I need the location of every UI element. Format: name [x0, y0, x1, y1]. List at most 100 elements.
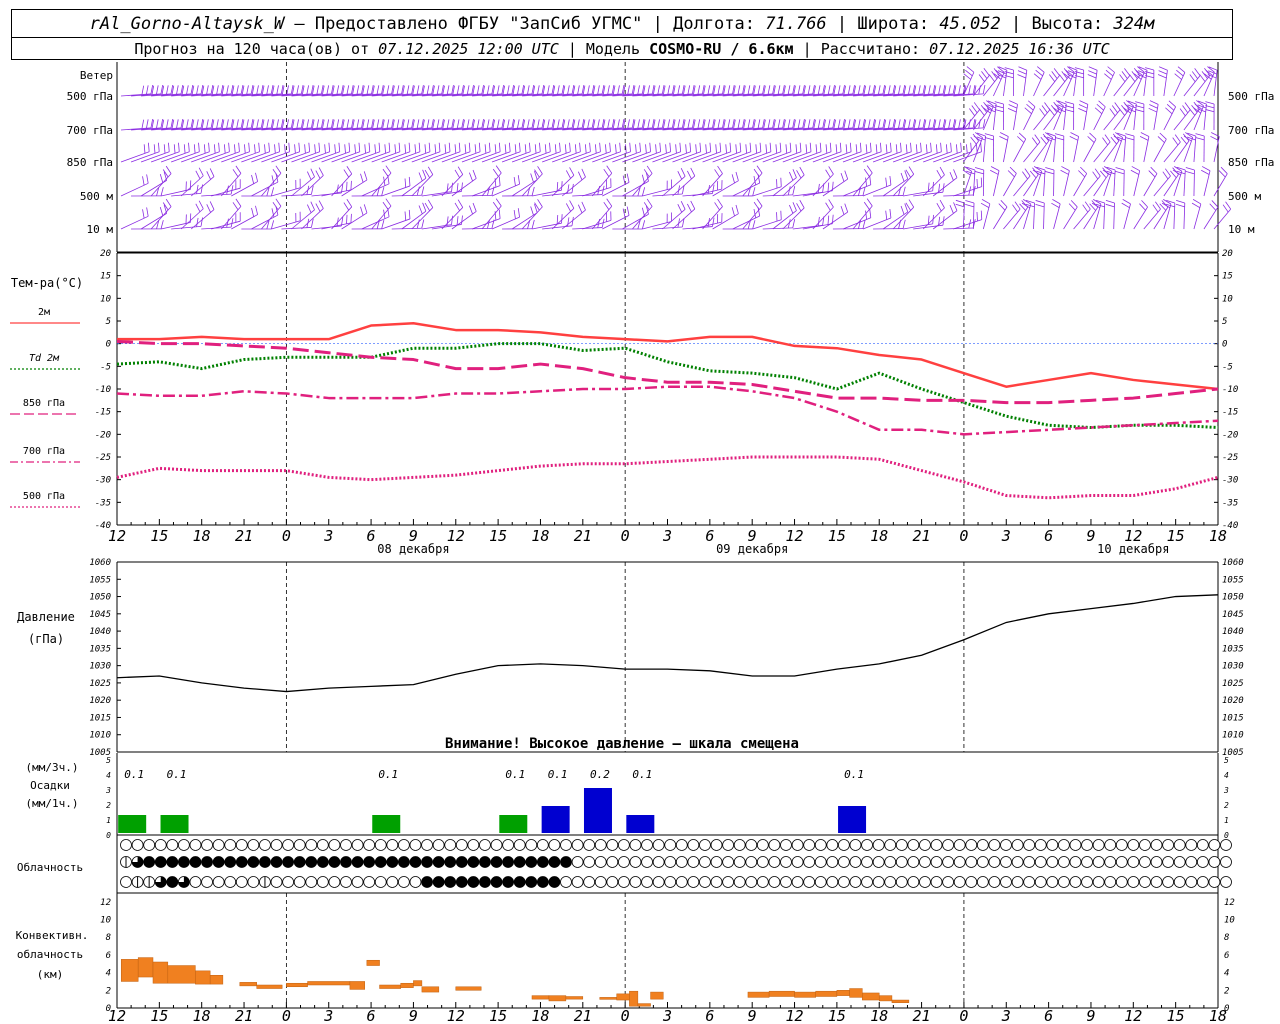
precip-value-label: 0.1	[505, 768, 525, 781]
wind-level-label-right: 10 м	[1228, 223, 1255, 236]
wind-barb-flag	[348, 142, 351, 152]
cloud-symbol	[1000, 856, 1012, 868]
wind-barb	[461, 194, 492, 197]
wind-barb	[441, 151, 471, 163]
wind-barb-flag	[828, 199, 834, 208]
wind-barb-flag	[796, 203, 802, 212]
wind-barb-flag	[807, 119, 811, 129]
wind-barb	[1123, 75, 1141, 97]
wind-barb	[271, 187, 301, 197]
cloud-symbol	[1185, 876, 1198, 888]
wind-barb	[742, 127, 773, 131]
wind-barb-flag	[942, 118, 946, 128]
wind-barb-flag	[286, 85, 289, 95]
wind-barb	[321, 222, 352, 230]
cloud-symbol	[606, 839, 619, 851]
wind-barb-flag	[534, 203, 538, 213]
wind-barb-flag	[1161, 202, 1171, 209]
wind-barb	[411, 174, 434, 197]
wind-barb-flag	[677, 85, 681, 95]
wind-barb-flag	[1105, 203, 1115, 208]
wind-barb-flag	[418, 142, 421, 152]
wind-barb-flag	[939, 199, 945, 209]
wind-barb	[1103, 171, 1113, 197]
wind-barb-flag	[987, 104, 996, 109]
convective-box	[794, 991, 816, 998]
wind-barb-flag	[632, 85, 636, 95]
wind-barb-flag	[868, 119, 871, 129]
wind-barb-flag	[456, 216, 459, 226]
cloud-symbol	[745, 876, 758, 888]
wind-barb-flag	[371, 84, 374, 94]
wind-barb-flag	[646, 198, 653, 207]
wind-barb-flag	[994, 101, 1004, 105]
cloud-symbol	[363, 856, 376, 868]
wind-barb	[391, 127, 422, 131]
precip-value-label: 0.1	[167, 768, 187, 781]
wind-barb-flag	[1197, 108, 1206, 113]
cloud-symbol	[1023, 856, 1036, 868]
wind-barb-flag	[635, 144, 637, 154]
wind-barb-flag	[938, 85, 941, 95]
wind-barb	[752, 151, 782, 163]
wind-barb	[251, 151, 280, 163]
wind-barb-flag	[577, 204, 583, 214]
wind-barb-flag	[753, 85, 756, 95]
wind-barb	[491, 127, 522, 131]
wind-barb	[341, 151, 370, 163]
wind-barb-flag	[822, 118, 825, 128]
wind-barb-flag	[662, 85, 666, 95]
temp-y-tick-right: -15	[1222, 408, 1238, 418]
wind-barb-flag	[331, 84, 334, 94]
wind-barb	[873, 93, 904, 97]
wind-barb	[532, 189, 562, 197]
wind-barb-flag	[208, 142, 210, 152]
wind-barb-flag	[1194, 68, 1201, 76]
wind-barb-flag	[702, 118, 705, 128]
conv-y-tick: 6	[106, 951, 111, 961]
wind-barb-flag	[699, 142, 702, 152]
wind-barb	[1183, 75, 1201, 97]
wind-barb-flag	[1008, 104, 1018, 109]
cloud-symbol	[305, 839, 318, 851]
wind-barb-flag	[712, 217, 715, 227]
precip-y-tick-right: 1	[1224, 816, 1229, 825]
wind-barb-flag	[918, 119, 921, 129]
wind-barb-flag	[376, 119, 380, 129]
wind-barb-flag	[753, 168, 760, 177]
wind-barb-flag	[717, 119, 721, 129]
wind-barb-flag	[797, 85, 801, 95]
wind-barb-flag	[366, 119, 370, 129]
wind-barb-flag	[837, 119, 841, 129]
cloud-symbol	[1185, 856, 1198, 868]
wind-barb	[171, 93, 202, 97]
wind-barb-flag	[211, 85, 215, 95]
x-tick-label: 18	[531, 527, 549, 545]
temp-y-tick-right: -10	[1222, 385, 1238, 395]
wind-barb-flag	[680, 201, 686, 210]
wind-barb	[441, 174, 464, 197]
wind-barb-flag	[363, 171, 368, 181]
wind-barb	[551, 174, 575, 197]
wind-barb-flag	[494, 144, 497, 154]
wind-barb	[511, 151, 541, 163]
wind-barb	[551, 207, 575, 230]
wind-barb	[1033, 203, 1035, 230]
temp-series-line	[116, 339, 1219, 405]
wind-barb-flag	[752, 220, 756, 230]
wind-barb	[1043, 202, 1045, 230]
wind-barb-flag	[883, 85, 887, 95]
wind-barb-flag	[298, 142, 301, 152]
wind-barb-flag	[527, 119, 530, 129]
wind-barb	[862, 151, 892, 163]
wind-barb	[702, 151, 731, 163]
wind-barb	[882, 178, 909, 197]
wind-barb	[972, 170, 976, 197]
wind-barb	[1203, 170, 1211, 197]
wind-barb	[421, 151, 451, 163]
cloud-symbol	[664, 856, 677, 868]
wind-barb-flag	[787, 186, 791, 196]
wind-barb-flag	[1036, 170, 1045, 175]
wind-barb-flag	[474, 144, 477, 154]
wind-barb-flag	[312, 119, 315, 129]
